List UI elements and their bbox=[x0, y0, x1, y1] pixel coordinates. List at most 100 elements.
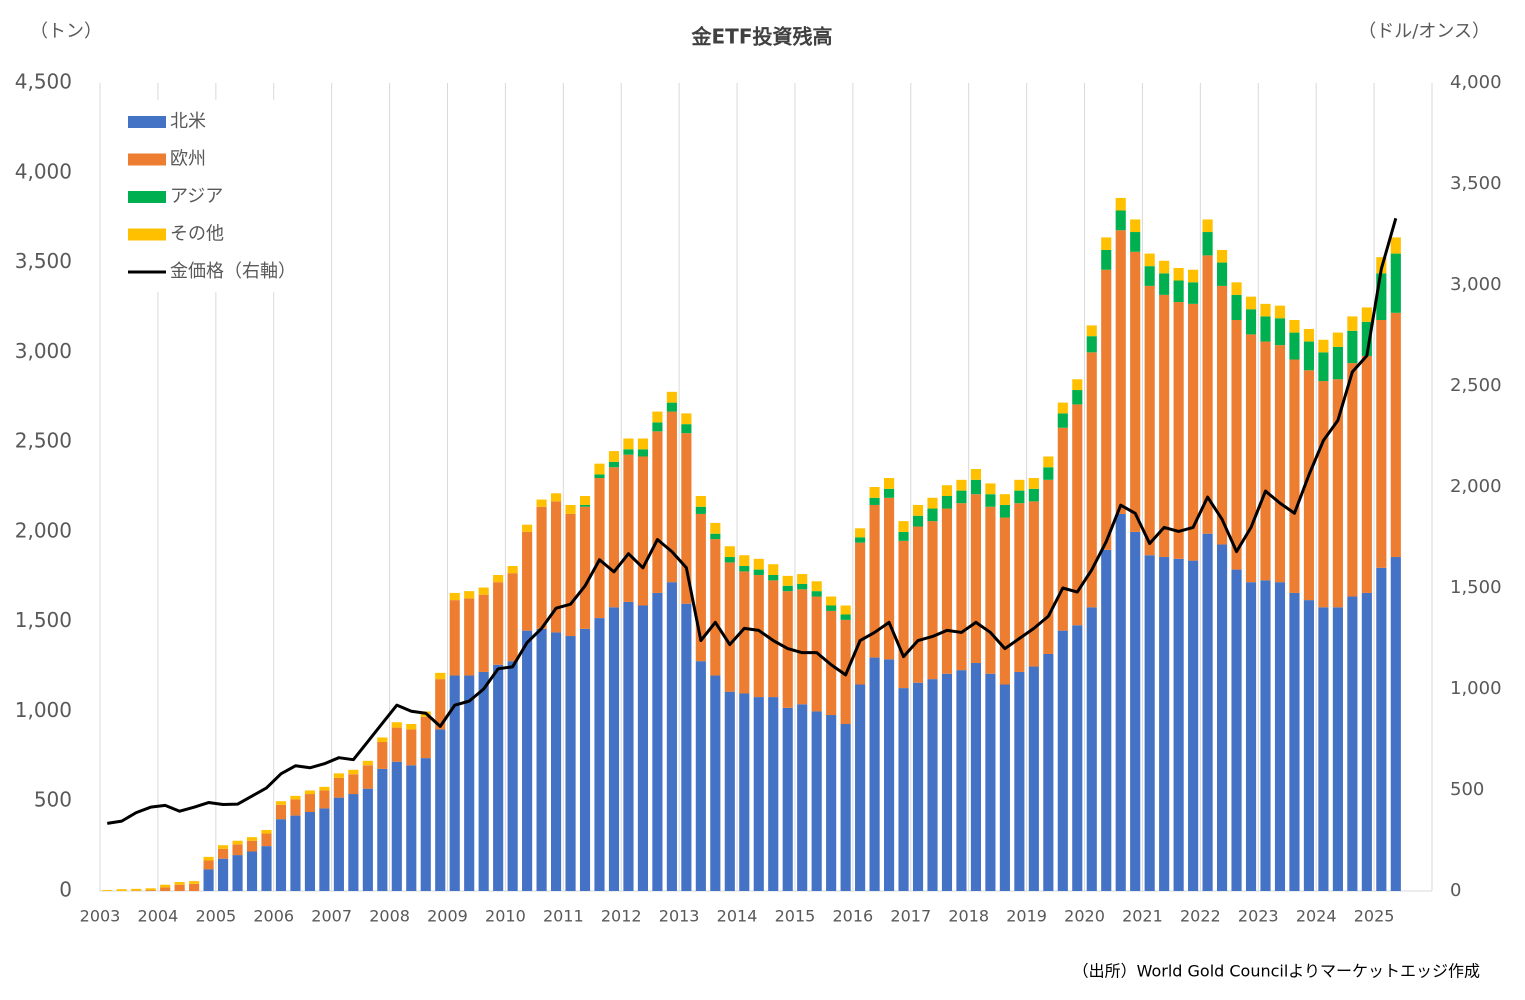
bar-segment bbox=[1072, 625, 1082, 891]
y-tick-label: 0 bbox=[59, 878, 72, 902]
bar-segment bbox=[406, 724, 416, 729]
bar-segment bbox=[797, 589, 807, 704]
bar-segment bbox=[768, 697, 778, 891]
bar-segment bbox=[652, 431, 662, 593]
bar-segment bbox=[855, 685, 865, 891]
bar-segment bbox=[189, 881, 199, 884]
bar-segment bbox=[290, 796, 300, 800]
bar-segment bbox=[826, 597, 836, 606]
bar-segment bbox=[1014, 480, 1024, 491]
bar-segment bbox=[725, 557, 735, 562]
bar-segment bbox=[638, 439, 648, 450]
bar-segment bbox=[1101, 237, 1111, 250]
bar-segment bbox=[580, 496, 590, 505]
bar-segment bbox=[1275, 306, 1285, 319]
bar-segment bbox=[421, 758, 431, 891]
bar-segment bbox=[493, 575, 503, 582]
bar-segment bbox=[594, 464, 604, 475]
chart-title: 金ETF投資残高 bbox=[691, 25, 833, 49]
bar-segment bbox=[1101, 250, 1111, 270]
bar-segment bbox=[913, 683, 923, 891]
bar-segment bbox=[479, 588, 489, 595]
bar-segment bbox=[754, 559, 764, 570]
legend-swatch bbox=[128, 154, 166, 166]
bar-segment bbox=[1000, 518, 1010, 685]
bar-segment bbox=[580, 629, 590, 891]
bar-segment bbox=[551, 632, 561, 891]
bar-segment bbox=[363, 761, 373, 765]
bar-segment bbox=[305, 794, 315, 812]
bar-segment bbox=[710, 523, 720, 534]
x-tick-label: 2017 bbox=[890, 907, 931, 926]
y-tick-label: 1,000 bbox=[15, 698, 72, 722]
bar-segment bbox=[1289, 320, 1299, 333]
bar-segment bbox=[1188, 282, 1198, 304]
bar-segment bbox=[522, 525, 532, 532]
bar-segment bbox=[377, 742, 387, 769]
bar-segment bbox=[1203, 232, 1213, 255]
bar-segment bbox=[1304, 329, 1314, 342]
bar-segment bbox=[956, 503, 966, 670]
bar-segment bbox=[710, 539, 720, 675]
bar-segment bbox=[1159, 557, 1169, 891]
bar-segment bbox=[334, 798, 344, 891]
bar-segment bbox=[884, 478, 894, 489]
legend-swatch bbox=[128, 191, 166, 203]
bar-segment bbox=[1174, 281, 1184, 303]
bar-segment bbox=[290, 816, 300, 891]
bar-segment bbox=[1275, 345, 1285, 582]
bar-segment bbox=[942, 485, 952, 496]
bar-segment bbox=[797, 584, 807, 589]
bar-segment bbox=[1116, 198, 1126, 211]
bar-segment bbox=[1000, 505, 1010, 518]
bar-segment bbox=[609, 451, 619, 462]
bar-segment bbox=[261, 846, 271, 891]
bar-segment bbox=[102, 890, 112, 891]
bar-segment bbox=[1260, 342, 1270, 581]
y2-tick-label: 4,000 bbox=[1450, 72, 1502, 93]
source-note: （出所）World Gold Councilよりマーケットエッジ作成 bbox=[1073, 962, 1480, 981]
legend-swatch bbox=[128, 229, 166, 241]
bar-segment bbox=[1347, 363, 1357, 596]
bar-segment bbox=[783, 576, 793, 586]
bar-segment bbox=[1130, 252, 1140, 532]
bar-segment bbox=[1043, 654, 1053, 891]
bar-segment bbox=[594, 478, 604, 618]
bar-segment bbox=[1043, 480, 1053, 654]
bar-segment bbox=[985, 483, 995, 494]
bar-segment bbox=[1289, 360, 1299, 593]
bar-segment bbox=[1203, 534, 1213, 891]
x-tick-label: 2013 bbox=[659, 907, 700, 926]
bar-segment bbox=[855, 528, 865, 537]
bar-segment bbox=[725, 546, 735, 557]
bar-segment bbox=[175, 882, 185, 885]
bar-segment bbox=[623, 602, 633, 891]
x-tick-label: 2014 bbox=[717, 907, 758, 926]
y-tick-label: 1,500 bbox=[15, 608, 72, 632]
bar-segment bbox=[971, 494, 981, 663]
bar-segment bbox=[334, 778, 344, 798]
bar-segment bbox=[319, 787, 329, 791]
bar-segment bbox=[580, 505, 590, 507]
bar-segment bbox=[363, 789, 373, 891]
bar-segment bbox=[493, 665, 503, 891]
bar-segment bbox=[319, 808, 329, 891]
bar-segment bbox=[1014, 503, 1024, 672]
x-tick-label: 2009 bbox=[427, 907, 468, 926]
bar-segment bbox=[870, 498, 880, 505]
x-tick-label: 2006 bbox=[253, 907, 294, 926]
bar-segment bbox=[812, 581, 822, 591]
bar-segment bbox=[334, 773, 344, 777]
legend-swatch bbox=[128, 116, 166, 128]
bar-segment bbox=[1087, 325, 1097, 336]
bar-segment bbox=[1333, 347, 1343, 379]
bar-segment bbox=[956, 670, 966, 891]
y2-tick-label: 1,000 bbox=[1450, 678, 1502, 699]
bar-segment bbox=[565, 514, 575, 636]
bar-segment bbox=[348, 770, 358, 774]
x-tick-label: 2015 bbox=[775, 907, 816, 926]
bar-segment bbox=[392, 762, 402, 891]
x-tick-label: 2024 bbox=[1296, 907, 1337, 926]
bar-segment bbox=[841, 606, 851, 615]
